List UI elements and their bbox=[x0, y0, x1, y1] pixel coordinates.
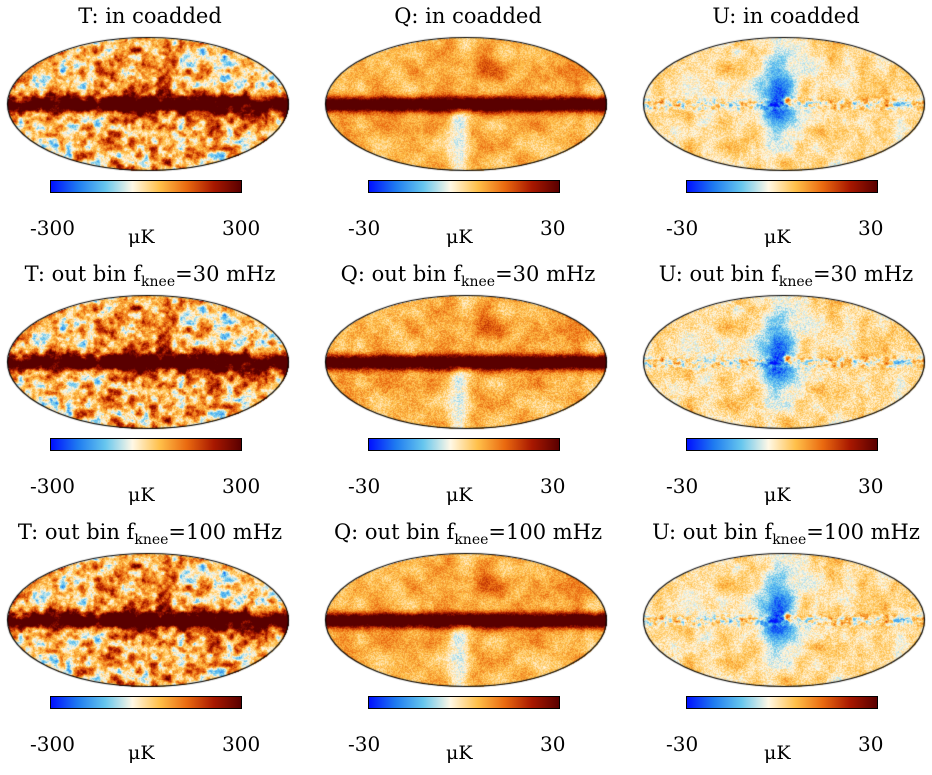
panel-title-subscript: knee bbox=[461, 274, 496, 291]
colorbar bbox=[686, 696, 878, 709]
panel-title-main: T: out bin f bbox=[24, 262, 142, 286]
colorbar-min-label: -30 bbox=[348, 474, 381, 498]
mollweide-map bbox=[642, 36, 926, 172]
panel-title-tail: =100 mHz bbox=[168, 520, 283, 544]
panel-title-subscript: knee bbox=[772, 532, 807, 549]
colorbar-unit-label: μK bbox=[128, 484, 155, 506]
colorbar-min-label: -30 bbox=[666, 474, 699, 498]
colorbar bbox=[50, 438, 242, 451]
colorbar bbox=[50, 180, 242, 193]
panel-title: U: out bin fknee=100 mHz bbox=[636, 520, 932, 548]
panel-title-subscript: knee bbox=[778, 274, 813, 291]
panel-title: Q: out bin fknee=30 mHz bbox=[318, 262, 618, 290]
panel-title-main: U: in coadded bbox=[712, 4, 860, 28]
colorbar bbox=[368, 696, 560, 709]
panel-title-subscript: knee bbox=[141, 274, 176, 291]
panel-title-main: Q: out bin f bbox=[333, 520, 455, 544]
colorbar-unit-label: μK bbox=[128, 742, 155, 764]
panel-title-tail: =30 mHz bbox=[812, 262, 914, 286]
colorbar-unit-label: μK bbox=[128, 226, 155, 248]
panel-T-30: T: out bin fknee=30 mHz -300 μK 300 bbox=[0, 258, 300, 516]
mollweide-map bbox=[324, 552, 608, 688]
panel-title-main: T: out bin f bbox=[17, 520, 135, 544]
panel-title-main: U: out bin f bbox=[658, 262, 779, 286]
colorbar-max-label: 300 bbox=[222, 216, 261, 240]
mollweide-map bbox=[6, 552, 290, 688]
colorbar-unit-label: μK bbox=[446, 226, 473, 248]
mollweide-map bbox=[6, 36, 290, 172]
colorbar-max-label: 30 bbox=[858, 474, 884, 498]
panel-Q-coadded: Q: in coadded -30 μK 30 bbox=[318, 0, 618, 258]
panel-title-tail: =30 mHz bbox=[495, 262, 596, 286]
colorbar-max-label: 300 bbox=[222, 732, 261, 756]
colorbar-min-label: -300 bbox=[30, 216, 75, 240]
panel-title-subscript: knee bbox=[134, 532, 169, 549]
panel-U-coadded: U: in coadded -30 μK 30 bbox=[636, 0, 932, 258]
panel-U-100: U: out bin fknee=100 mHz -30 μK 30 bbox=[636, 516, 932, 774]
panel-Q-30: Q: out bin fknee=30 mHz -30 μK 30 bbox=[318, 258, 618, 516]
panel-title: T: in coadded bbox=[0, 4, 300, 32]
panel-title: T: out bin fknee=100 mHz bbox=[0, 520, 300, 548]
colorbar bbox=[686, 438, 878, 451]
colorbar-min-label: -30 bbox=[348, 216, 381, 240]
colorbar-min-label: -30 bbox=[666, 216, 699, 240]
colorbar-max-label: 30 bbox=[540, 732, 566, 756]
panel-title-main: U: out bin f bbox=[652, 520, 773, 544]
panel-T-coadded: T: in coadded -300 μK 300 bbox=[0, 0, 300, 258]
colorbar bbox=[50, 696, 242, 709]
panel-title-subscript: knee bbox=[454, 532, 489, 549]
panel-title: Q: out bin fknee=100 mHz bbox=[318, 520, 618, 548]
colorbar-max-label: 30 bbox=[540, 216, 566, 240]
panel-title: U: in coadded bbox=[636, 4, 932, 32]
panel-title-main: T: in coadded bbox=[78, 4, 222, 28]
colorbar-unit-label: μK bbox=[764, 484, 791, 506]
panel-title-tail: =30 mHz bbox=[175, 262, 276, 286]
colorbar-min-label: -300 bbox=[30, 732, 75, 756]
colorbar-unit-label: μK bbox=[446, 742, 473, 764]
colorbar bbox=[368, 438, 560, 451]
panel-T-100: T: out bin fknee=100 mHz -300 μK 300 bbox=[0, 516, 300, 774]
panel-title: T: out bin fknee=30 mHz bbox=[0, 262, 300, 290]
mollweide-map bbox=[642, 552, 926, 688]
colorbar bbox=[368, 180, 560, 193]
panel-title-tail: =100 mHz bbox=[806, 520, 920, 544]
mollweide-map bbox=[324, 294, 608, 430]
panel-title-main: Q: in coadded bbox=[394, 4, 542, 28]
colorbar-max-label: 30 bbox=[540, 474, 566, 498]
colorbar-unit-label: μK bbox=[764, 742, 791, 764]
panel-title: U: out bin fknee=30 mHz bbox=[636, 262, 932, 290]
panel-title-tail: =100 mHz bbox=[488, 520, 603, 544]
colorbar-max-label: 30 bbox=[858, 216, 884, 240]
mollweide-map bbox=[6, 294, 290, 430]
panel-U-30: U: out bin fknee=30 mHz -30 μK 30 bbox=[636, 258, 932, 516]
colorbar-max-label: 300 bbox=[222, 474, 261, 498]
panel-title-main: Q: out bin f bbox=[340, 262, 461, 286]
colorbar bbox=[686, 180, 878, 193]
colorbar-min-label: -300 bbox=[30, 474, 75, 498]
colorbar-min-label: -30 bbox=[666, 732, 699, 756]
colorbar-unit-label: μK bbox=[446, 484, 473, 506]
colorbar-max-label: 30 bbox=[858, 732, 884, 756]
panel-title: Q: in coadded bbox=[318, 4, 618, 32]
colorbar-unit-label: μK bbox=[764, 226, 791, 248]
panel-Q-100: Q: out bin fknee=100 mHz -30 μK 30 bbox=[318, 516, 618, 774]
mollweide-map bbox=[642, 294, 926, 430]
colorbar-min-label: -30 bbox=[348, 732, 381, 756]
mollweide-map bbox=[324, 36, 608, 172]
